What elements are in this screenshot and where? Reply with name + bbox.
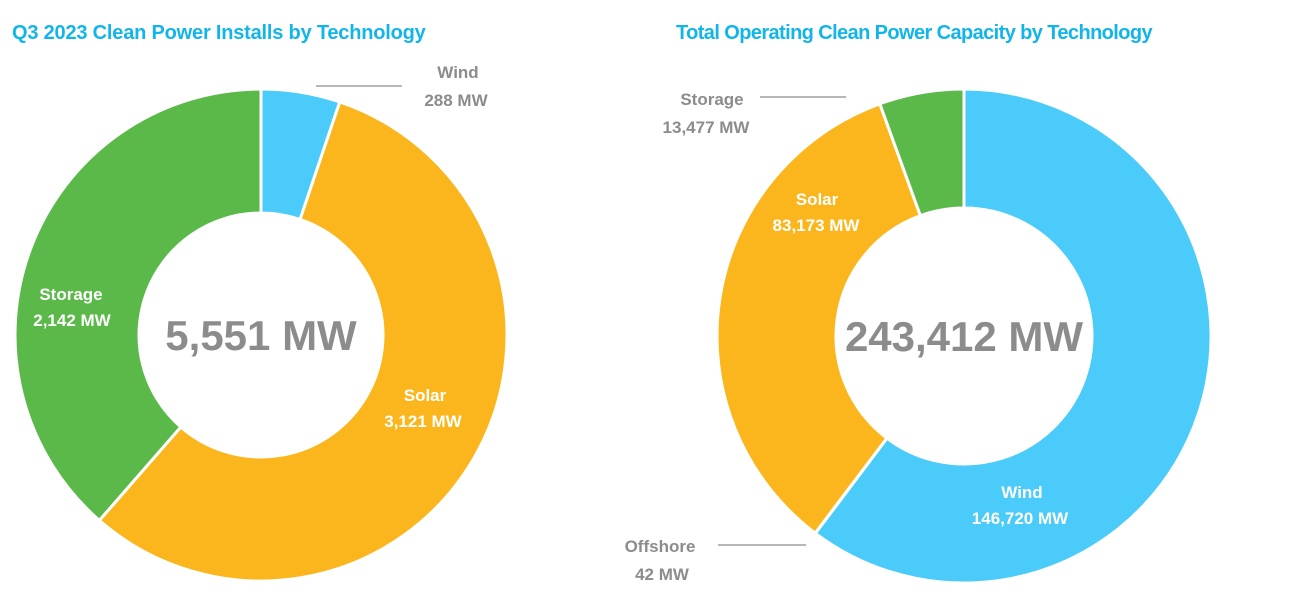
slice-wind — [813, 87, 1213, 585]
label-solar-value: 3,121 MW — [384, 412, 462, 431]
slice-storage — [877, 87, 966, 218]
donut-q3-installs — [13, 87, 509, 583]
label-offshore-value: 42 MW — [635, 565, 690, 584]
chart-title-total-capacity: Total Operating Clean Power Capacity by … — [676, 22, 1153, 44]
label-storage-name: Storage — [680, 90, 743, 109]
label-storage-value: 2,142 MW — [33, 311, 111, 330]
donut-total-capacity — [715, 87, 1213, 585]
slice-solar — [97, 100, 509, 583]
label-storage-name: Storage — [39, 285, 102, 304]
label-wind-name: Wind — [437, 63, 478, 82]
slice-solar — [715, 101, 923, 536]
slice-storage — [13, 87, 263, 523]
label-wind-value: 288 MW — [424, 91, 488, 110]
label-offshore-name: Offshore — [625, 537, 696, 556]
label-wind-value: 146,720 MW — [972, 509, 1069, 528]
label-solar-name: Solar — [404, 386, 447, 405]
label-storage-value: 13,477 MW — [663, 118, 751, 137]
center-total-q3-installs: 5,551 MW — [165, 312, 357, 359]
label-solar-value: 83,173 MW — [773, 216, 861, 235]
center-total-capacity: 243,412 MW — [845, 313, 1083, 360]
chart-title-q3-installs: Q3 2023 Clean Power Installs by Technolo… — [12, 22, 426, 44]
label-wind-name: Wind — [1001, 483, 1042, 502]
label-solar-name: Solar — [796, 190, 839, 209]
